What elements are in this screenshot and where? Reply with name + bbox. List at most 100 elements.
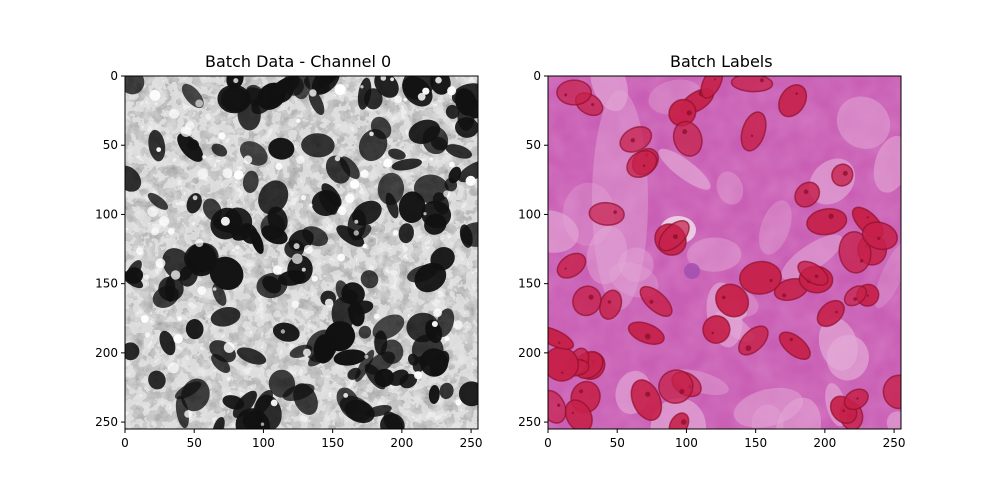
dark-blob xyxy=(212,417,225,429)
light-speck xyxy=(220,216,230,226)
nucleolus xyxy=(866,216,869,219)
nucleus xyxy=(598,289,623,320)
nucleolus xyxy=(814,274,819,279)
dark-blob xyxy=(430,247,455,271)
nucleus-membrane xyxy=(548,326,575,350)
dark-blob xyxy=(348,302,365,327)
nucleolus xyxy=(644,333,651,340)
nucleolus xyxy=(613,210,617,214)
dark-blob xyxy=(363,88,383,110)
y-tick-label: 100 xyxy=(518,207,541,221)
nucleus xyxy=(838,231,872,274)
light-speck xyxy=(195,99,204,108)
nucleolus xyxy=(835,310,838,314)
nucleolus xyxy=(645,391,651,397)
light-speck xyxy=(453,320,463,330)
nucleus-body xyxy=(798,261,828,286)
x-tick-label: 200 xyxy=(390,436,413,450)
light-speck xyxy=(303,348,311,357)
dark-blob xyxy=(424,213,447,235)
axes-frame-left xyxy=(124,75,479,430)
cytoplasm-patch xyxy=(716,171,744,205)
nucleolus xyxy=(769,278,773,283)
nucleus-membrane xyxy=(626,150,658,178)
dark-blob xyxy=(159,330,176,356)
nucleus xyxy=(778,331,811,361)
dark-blob xyxy=(268,137,295,160)
nucleus xyxy=(630,379,663,421)
dark-blob xyxy=(445,104,460,119)
nucleus-body xyxy=(862,222,898,250)
nucleolus xyxy=(866,294,870,297)
light-speck xyxy=(334,84,346,96)
nucleus-body xyxy=(669,99,696,126)
light-speck xyxy=(362,243,367,249)
nucleus-membrane xyxy=(700,76,724,99)
light-speck xyxy=(233,170,244,180)
nucleus-body xyxy=(589,202,625,226)
dark-blob xyxy=(406,312,440,343)
light-speck xyxy=(243,155,253,164)
dark-blob xyxy=(236,347,267,365)
nucleus-membrane xyxy=(797,260,829,286)
dark-blob xyxy=(272,322,300,342)
nucleus-membrane xyxy=(630,379,663,421)
nucleus xyxy=(658,369,694,404)
nucleolus xyxy=(630,138,635,143)
light-speck xyxy=(136,247,144,255)
light-speck xyxy=(201,154,207,160)
nucleolus xyxy=(782,293,787,298)
nucleolus xyxy=(591,103,595,107)
dark-blob xyxy=(242,170,259,193)
nucleolus xyxy=(679,388,685,395)
dark-blob xyxy=(398,223,414,244)
nucleus-body xyxy=(548,390,566,424)
nucleus xyxy=(588,201,625,226)
y-tick-label: 150 xyxy=(95,277,118,291)
nucleus xyxy=(797,260,829,286)
light-speck xyxy=(180,126,192,137)
nucleolus xyxy=(795,92,798,95)
x-tick-label: 150 xyxy=(321,436,344,450)
cytoplasm-patch xyxy=(758,200,792,255)
light-speck xyxy=(156,147,162,153)
dark-blob xyxy=(311,189,341,217)
dark-blob xyxy=(458,160,478,183)
nucleus xyxy=(548,346,579,382)
nucleus-membrane xyxy=(806,208,848,236)
light-speck xyxy=(155,258,166,269)
dark-blob xyxy=(175,395,189,429)
dark-blob xyxy=(360,270,379,289)
nucleus-body xyxy=(565,400,593,429)
nucleus-body xyxy=(831,164,853,186)
nucleus xyxy=(816,299,845,328)
light-speck xyxy=(168,362,179,374)
nucleus-membrane xyxy=(778,84,808,118)
nucleus-membrane xyxy=(838,231,872,274)
nucleus-body xyxy=(627,150,657,178)
light-speck xyxy=(300,195,307,201)
cytoplasm-patch xyxy=(781,234,843,280)
light-speck xyxy=(309,89,317,97)
dark-blob xyxy=(210,307,241,327)
nucleus-body xyxy=(817,300,845,327)
dark-blob xyxy=(232,227,252,241)
nucleus xyxy=(619,126,653,153)
light-speck xyxy=(270,399,278,407)
light-speck xyxy=(455,399,462,406)
light-speck xyxy=(212,287,217,291)
light-speck xyxy=(197,168,209,180)
nucleus xyxy=(882,374,901,410)
light-speck xyxy=(272,265,283,275)
x-tick-label: 50 xyxy=(187,436,202,450)
purple-cell xyxy=(684,263,700,279)
cytoplasm-patch xyxy=(687,237,742,272)
nucleolus xyxy=(859,258,864,263)
dark-blob xyxy=(222,395,245,410)
light-speck xyxy=(222,168,233,179)
light-speck xyxy=(296,118,301,123)
nucleus-body xyxy=(715,284,749,317)
dark-blob xyxy=(325,155,351,184)
nucleus-body xyxy=(779,332,811,360)
dark-blob xyxy=(256,272,288,299)
